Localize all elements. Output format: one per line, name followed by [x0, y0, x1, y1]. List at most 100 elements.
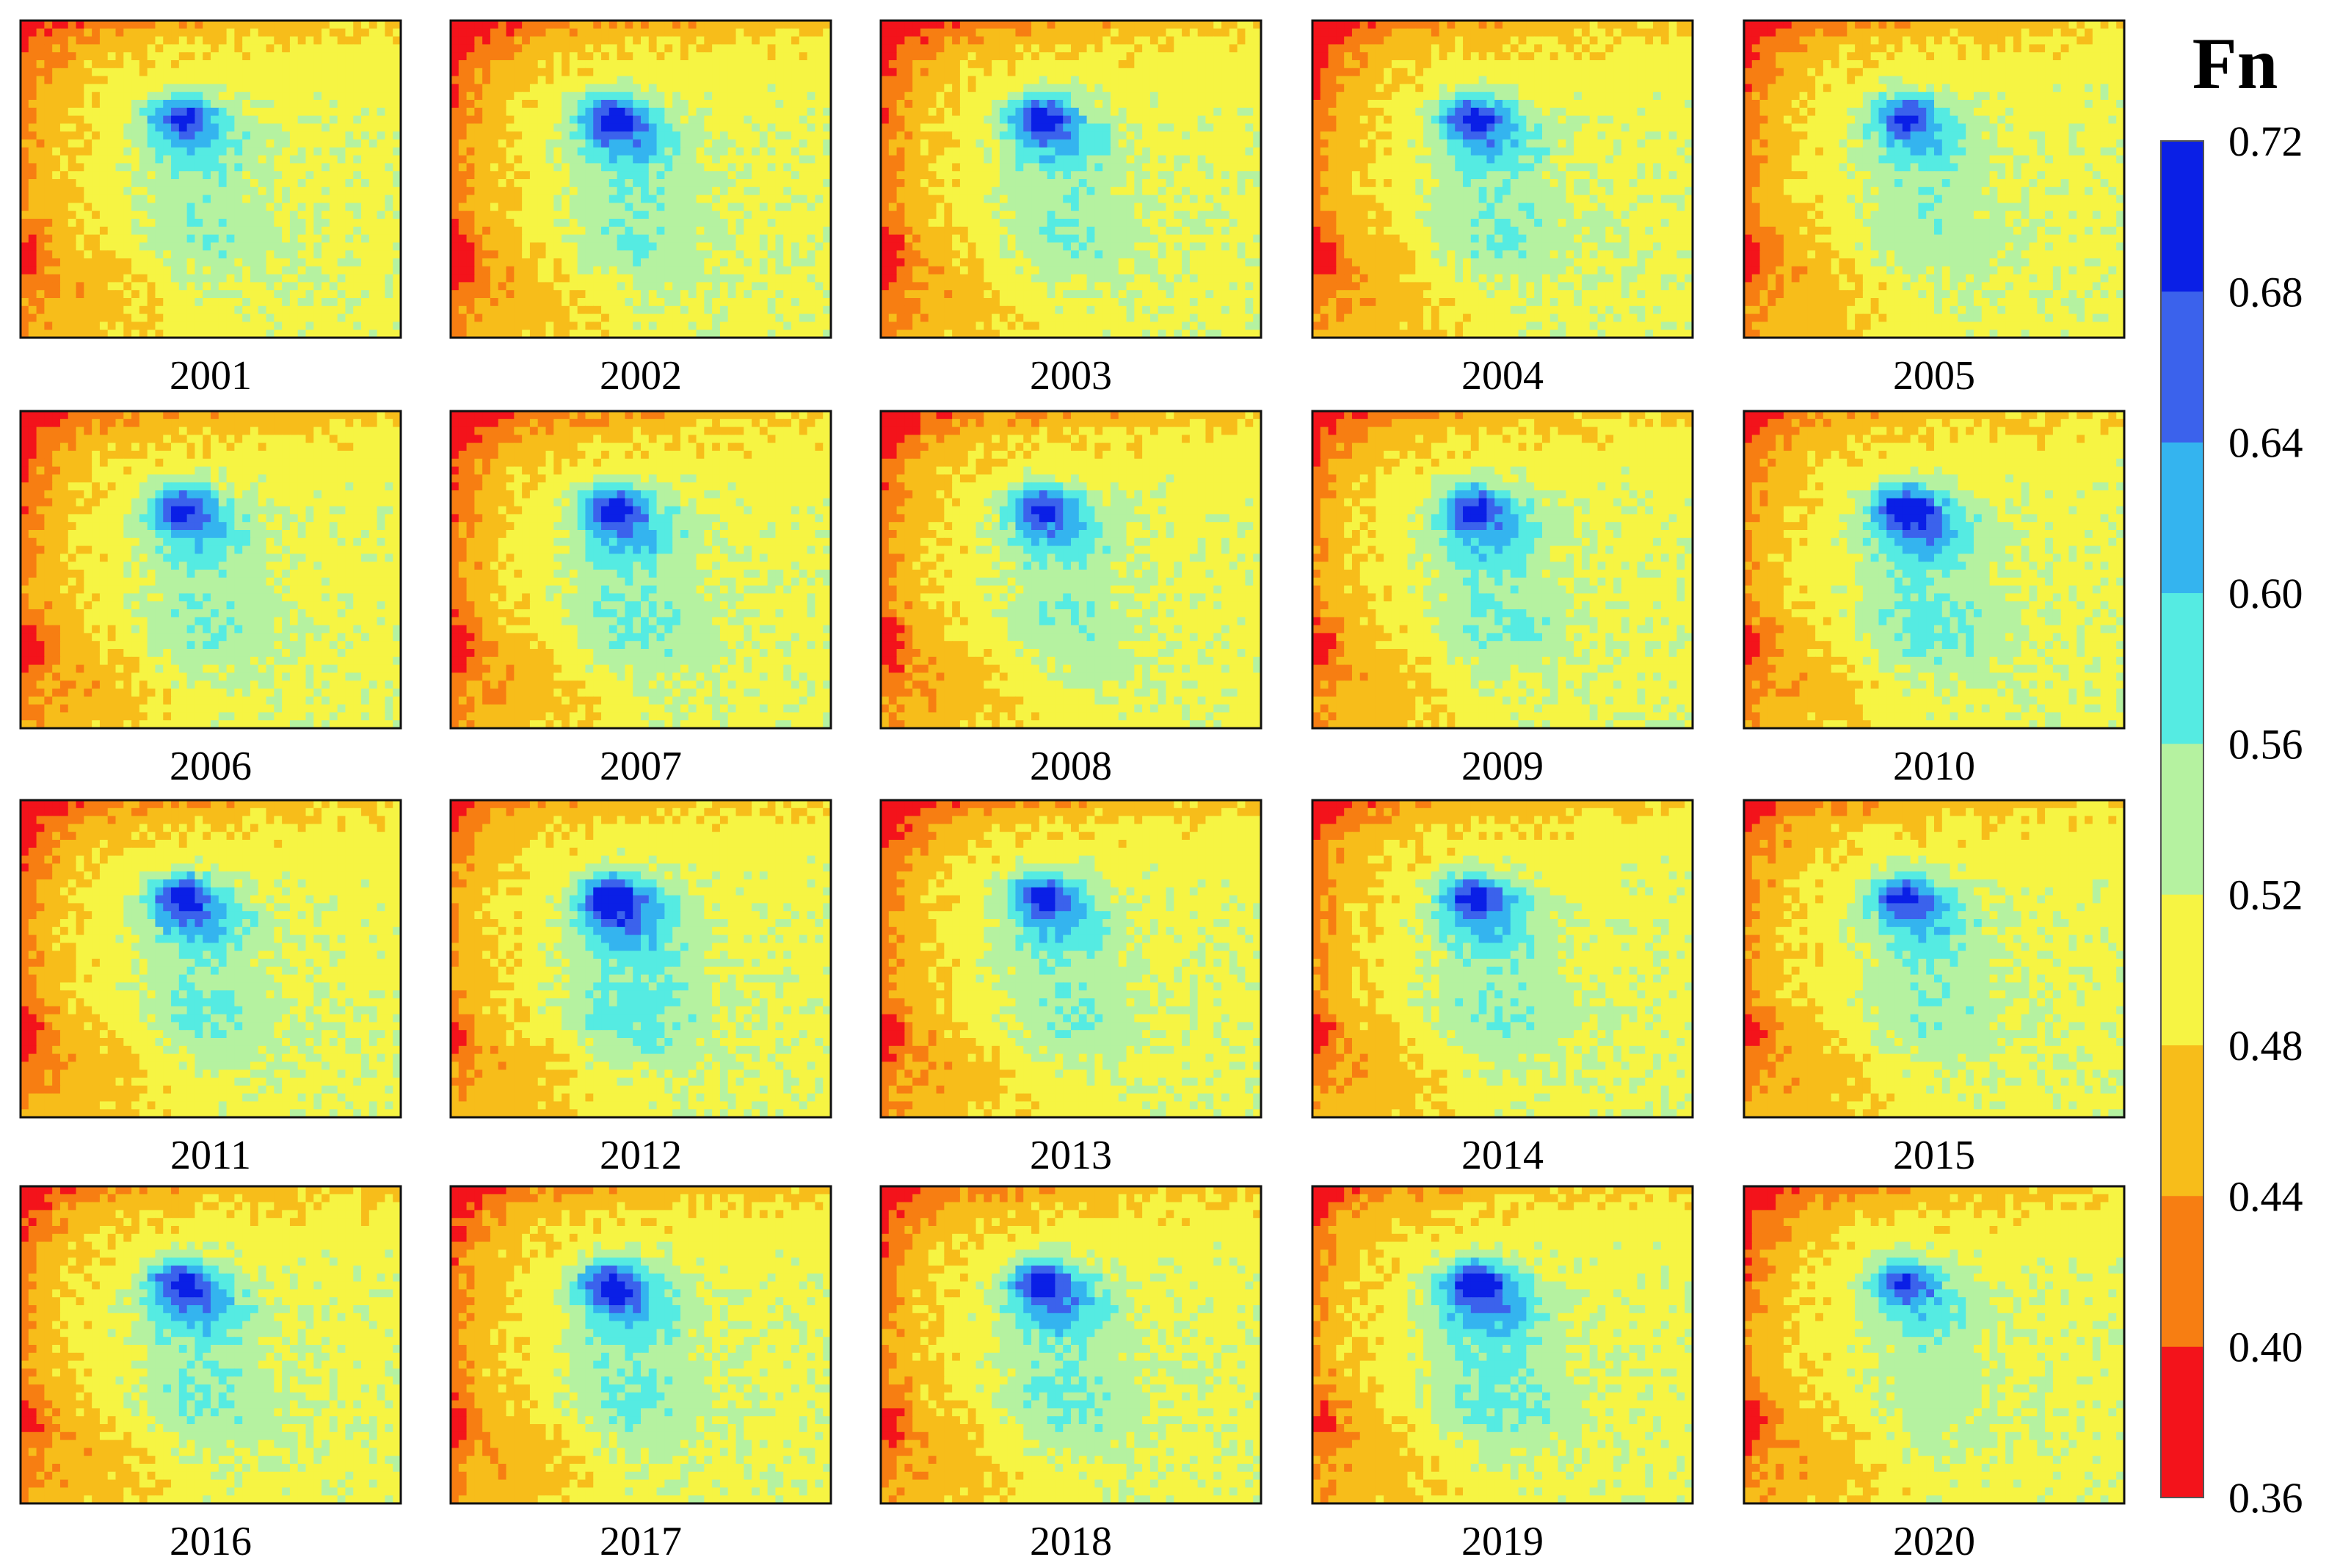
heatmap-cell — [123, 92, 132, 101]
heatmap-cell — [672, 258, 681, 267]
heatmap-cell — [313, 107, 322, 117]
heatmap-cell — [959, 68, 969, 77]
heatmap-cell — [625, 274, 633, 283]
heatmap-cell — [84, 131, 92, 140]
heatmap-cell — [242, 211, 251, 219]
heatmap-cell — [1134, 186, 1143, 196]
heatmap-cell — [195, 60, 203, 69]
heatmap-cell — [52, 92, 61, 101]
heatmap-cell — [345, 298, 354, 307]
heatmap-cell — [195, 139, 203, 148]
heatmap-cell — [289, 203, 299, 211]
heatmap-cell — [186, 139, 196, 148]
heatmap-cell — [21, 330, 29, 338]
heatmap-cell — [123, 250, 132, 259]
heatmap-cell — [385, 171, 393, 180]
heatmap-cell — [345, 107, 354, 117]
heatmap-cell — [1237, 36, 1246, 45]
heatmap-cell — [625, 100, 633, 109]
heatmap-cell — [76, 107, 84, 117]
heatmap-cell — [234, 322, 243, 330]
heatmap-cell — [672, 36, 681, 45]
heatmap-cell — [266, 226, 275, 236]
heatmap-cell — [266, 203, 275, 211]
heatmap-cell — [601, 107, 610, 117]
heatmap-cell — [242, 36, 251, 45]
heatmap-cell — [297, 68, 307, 77]
heatmap-cell — [577, 298, 586, 307]
heatmap-cell — [282, 52, 291, 61]
heatmap-cell — [1007, 203, 1017, 211]
heatmap-cell — [791, 186, 800, 196]
heatmap-cell — [139, 21, 148, 29]
heatmap-cell — [178, 92, 188, 101]
heatmap-cell — [752, 123, 760, 132]
heatmap-cell — [1134, 76, 1143, 84]
heatmap-cell — [672, 163, 681, 172]
heatmap-cell — [1102, 131, 1111, 140]
heatmap-cell — [163, 107, 172, 117]
heatmap-cell — [163, 242, 172, 251]
heatmap-cell — [712, 234, 721, 243]
heatmap-cell — [195, 234, 203, 243]
heatmap-cell — [775, 242, 784, 251]
heatmap-cell — [648, 123, 658, 132]
heatmap-cell — [1055, 92, 1064, 101]
heatmap-cell — [888, 36, 898, 45]
heatmap-cell — [1015, 52, 1024, 61]
heatmap-cell — [353, 68, 362, 77]
heatmap-cell — [1174, 68, 1182, 77]
heatmap-cell — [735, 226, 744, 236]
heatmap-cell — [377, 330, 386, 338]
heatmap-cell — [99, 76, 109, 84]
heatmap-cell — [458, 282, 468, 291]
heatmap-cell — [529, 322, 539, 330]
heatmap-cell — [21, 179, 29, 188]
heatmap-cell — [242, 313, 251, 322]
heatmap-cell — [545, 84, 554, 92]
heatmap-cell — [959, 92, 969, 101]
heatmap-cell — [92, 274, 101, 283]
heatmap-cell — [68, 139, 77, 148]
heatmap-cell — [712, 258, 721, 267]
heatmap-cell — [289, 76, 299, 84]
heatmap-cell — [305, 107, 314, 117]
heatmap-cell — [361, 313, 370, 322]
heatmap-cell — [76, 147, 84, 156]
heatmap-cell — [305, 115, 314, 124]
heatmap-cell — [1102, 36, 1111, 45]
heatmap-cell — [482, 155, 491, 164]
heatmap-cell — [68, 203, 77, 211]
heatmap-cell — [514, 290, 523, 299]
heatmap-cell — [368, 282, 378, 291]
heatmap-cell — [490, 44, 499, 53]
heatmap-cell — [1229, 131, 1238, 140]
heatmap-cell — [1118, 36, 1127, 45]
heatmap-cell — [1086, 76, 1095, 84]
heatmap-cell — [1086, 171, 1095, 180]
heatmap-cell — [807, 266, 816, 275]
heatmap-cell — [807, 313, 816, 322]
heatmap-cell — [569, 28, 578, 37]
heatmap-cell — [783, 100, 792, 109]
heatmap-cell — [258, 52, 267, 61]
heatmap-cell — [482, 298, 491, 307]
heatmap-cell — [1055, 107, 1064, 117]
heatmap-cell — [345, 21, 354, 29]
heatmap-cell — [680, 100, 689, 109]
heatmap-cell — [1071, 52, 1080, 61]
heatmap-cell — [648, 290, 658, 299]
heatmap-cell — [345, 322, 354, 330]
heatmap-cell — [999, 171, 1009, 180]
heatmap-cell — [242, 290, 251, 299]
heatmap-cell — [944, 195, 953, 203]
heatmap-cell — [881, 84, 890, 92]
heatmap-cell — [68, 100, 77, 109]
heatmap-cell — [1055, 123, 1064, 132]
heatmap-cell — [1253, 131, 1262, 140]
heatmap-cell — [195, 131, 203, 140]
heatmap-cell — [1007, 92, 1017, 101]
heatmap-cell — [451, 313, 459, 322]
heatmap-cell — [76, 76, 84, 84]
heatmap-cell — [337, 131, 346, 140]
